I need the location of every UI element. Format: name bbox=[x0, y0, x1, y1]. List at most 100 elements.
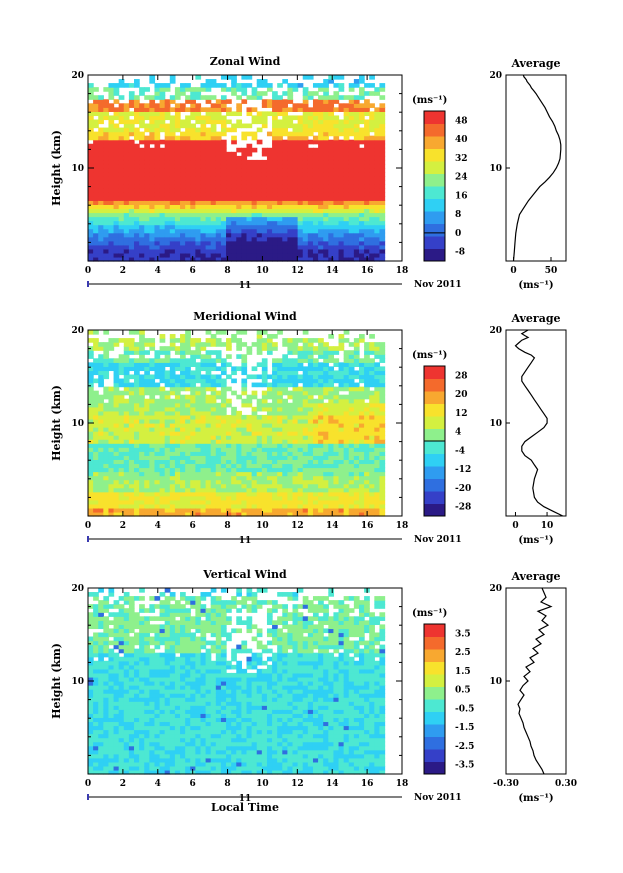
heatmap-cell bbox=[374, 390, 381, 396]
heatmap-cell bbox=[292, 386, 299, 392]
heatmap-cell bbox=[272, 216, 278, 222]
heatmap-cell bbox=[93, 491, 99, 497]
heatmap-cell bbox=[272, 115, 278, 121]
heatmap-cell bbox=[174, 119, 181, 125]
heatmap-cell bbox=[323, 208, 329, 214]
profile-line bbox=[512, 74, 562, 262]
heatmap-cell bbox=[266, 507, 273, 513]
heatmap-cell bbox=[333, 402, 340, 408]
heatmap-cell bbox=[205, 159, 212, 165]
heatmap-cell bbox=[277, 184, 283, 189]
heatmap-cell bbox=[348, 414, 355, 420]
heatmap-cell bbox=[358, 390, 365, 396]
y-tick-label: 20 bbox=[71, 326, 84, 336]
heatmap-cell bbox=[374, 366, 381, 372]
heatmap-cell bbox=[241, 471, 248, 477]
heatmap-cell bbox=[164, 471, 171, 477]
heatmap-cell bbox=[292, 338, 299, 343]
heatmap-cell bbox=[205, 240, 212, 246]
heatmap-cell bbox=[159, 111, 166, 117]
heatmap-cell bbox=[353, 374, 360, 380]
heatmap-cell bbox=[190, 479, 196, 485]
heatmap-cell bbox=[190, 244, 196, 250]
heatmap-cell bbox=[272, 358, 278, 363]
heatmap-cell bbox=[266, 431, 273, 436]
heatmap-cell bbox=[333, 479, 340, 485]
heatmap-cell bbox=[302, 131, 309, 137]
heatmap-cell bbox=[98, 503, 104, 509]
heatmap-cell bbox=[282, 366, 289, 372]
heatmap-cell bbox=[210, 155, 217, 161]
heatmap-cell bbox=[277, 495, 283, 501]
heatmap-cell bbox=[231, 204, 237, 210]
heatmap-cell bbox=[358, 216, 365, 222]
heatmap-cell bbox=[200, 232, 207, 238]
heatmap-cell bbox=[348, 398, 355, 404]
heatmap-cell bbox=[312, 439, 319, 444]
heatmap-cell bbox=[93, 139, 99, 145]
heatmap-cell bbox=[307, 180, 314, 185]
heatmap-cell bbox=[307, 95, 314, 100]
heatmap-cell bbox=[287, 366, 294, 372]
heatmap-cell bbox=[292, 123, 299, 129]
heatmap-cell bbox=[251, 439, 258, 444]
heatmap-cell bbox=[220, 491, 227, 497]
heatmap-cell bbox=[169, 443, 176, 448]
heatmap-cell bbox=[272, 95, 278, 100]
heatmap-cell bbox=[364, 151, 370, 157]
heatmap-cell bbox=[328, 127, 335, 133]
heatmap-cell bbox=[159, 176, 166, 181]
heatmap-cell bbox=[364, 240, 370, 246]
heatmap-cell bbox=[312, 115, 319, 121]
heatmap-cell bbox=[98, 471, 104, 477]
heatmap-cell bbox=[128, 394, 135, 400]
heatmap-cell bbox=[195, 342, 202, 347]
heatmap-cell bbox=[251, 180, 258, 185]
heatmap-cell bbox=[272, 439, 278, 444]
heatmap-cell bbox=[144, 168, 150, 173]
heatmap-cell bbox=[210, 143, 217, 149]
heatmap-cell bbox=[144, 159, 150, 165]
heatmap-cell bbox=[210, 487, 217, 493]
heatmap-cell bbox=[261, 184, 268, 189]
heatmap-cell bbox=[272, 240, 278, 246]
heatmap-cell bbox=[205, 382, 212, 388]
heatmap-cell bbox=[256, 248, 263, 254]
heatmap-cell bbox=[231, 418, 237, 424]
heatmap-cell bbox=[190, 491, 196, 497]
heatmap-cell bbox=[180, 139, 186, 145]
heatmap-cell bbox=[144, 200, 150, 205]
heatmap-cell bbox=[292, 236, 299, 242]
heatmap-cell bbox=[195, 208, 202, 214]
heatmap-cell bbox=[282, 406, 289, 412]
heatmap-cell bbox=[103, 431, 110, 436]
heatmap-cell bbox=[302, 228, 309, 234]
heatmap-cell bbox=[307, 342, 314, 347]
heatmap-cell bbox=[154, 406, 161, 412]
heatmap-cell bbox=[113, 244, 120, 250]
heatmap-cell bbox=[282, 91, 289, 96]
heatmap-cell bbox=[118, 240, 125, 246]
heatmap-cell bbox=[246, 216, 253, 222]
heatmap-cell bbox=[261, 370, 268, 376]
heatmap-cell bbox=[118, 224, 125, 230]
heatmap-cell bbox=[93, 467, 99, 473]
heatmap-cell bbox=[134, 418, 140, 424]
heatmap-cell bbox=[302, 483, 309, 489]
heatmap-cell bbox=[282, 447, 289, 452]
heatmap-cell bbox=[210, 483, 217, 489]
heatmap-cell bbox=[282, 176, 289, 181]
heatmap-cell bbox=[113, 495, 120, 501]
heatmap-cell bbox=[241, 378, 248, 384]
heatmap-cell bbox=[261, 346, 268, 351]
heatmap-cell bbox=[348, 99, 355, 104]
heatmap-cell bbox=[307, 139, 314, 145]
heatmap-cell bbox=[88, 753, 94, 759]
heatmap-cell bbox=[333, 358, 340, 363]
heatmap-cell bbox=[144, 111, 150, 117]
heatmap-cell bbox=[353, 467, 360, 473]
heatmap-cell bbox=[277, 192, 283, 197]
heatmap-cell bbox=[272, 378, 278, 384]
heatmap-cell bbox=[348, 447, 355, 452]
heatmap-cell bbox=[195, 224, 202, 230]
